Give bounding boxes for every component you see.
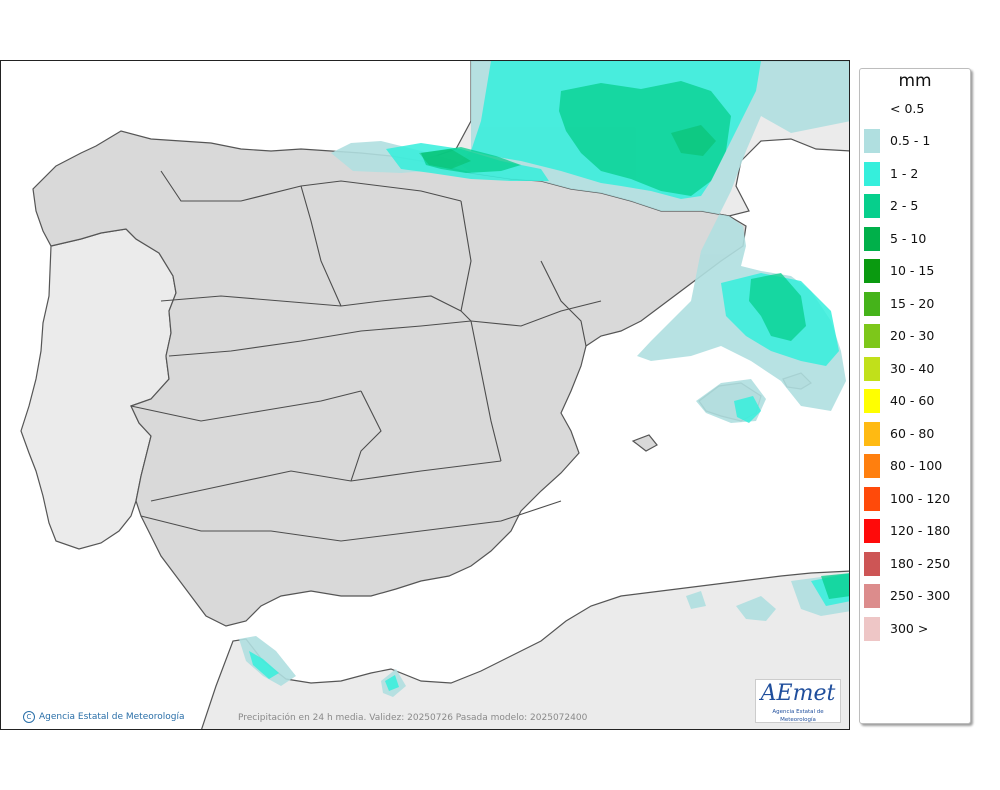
legend-item: 300 >: [864, 616, 968, 641]
legend-swatch: [864, 616, 880, 641]
legend-swatch: [864, 389, 880, 413]
legend-label: 15 - 20: [890, 295, 935, 311]
logo-name: AEmet: [760, 681, 836, 706]
legend-swatch: [864, 486, 880, 511]
legend-swatch: [864, 421, 880, 446]
legend-label: 5 - 10: [890, 230, 927, 246]
legend-label: 180 - 250: [890, 555, 951, 571]
legend-item: 2 - 5: [864, 194, 968, 218]
legend-item: 5 - 10: [864, 226, 968, 251]
legend-swatch: [864, 584, 880, 608]
legend-label: 40 - 60: [890, 393, 935, 408]
legend-swatch: [864, 551, 880, 576]
legend-item: 10 - 15: [864, 259, 968, 283]
legend-item: 15 - 20: [864, 291, 968, 316]
precipitation-map: C Agencia Estatal de Meteorología Precipi…: [0, 60, 850, 730]
legend-item: 120 - 180: [864, 519, 968, 543]
validity-footnote: Precipitación en 24 h media. Validez: 20…: [238, 713, 588, 723]
map-canvas: [20, 61, 849, 729]
legend-item: 30 - 40: [864, 356, 968, 381]
credit-text: Agencia Estatal de Meteorología: [39, 712, 185, 722]
legend-swatch: [864, 259, 880, 283]
legend-label: 2 - 5: [890, 198, 919, 213]
legend-item: 20 - 30: [864, 324, 968, 348]
legend-title: mm: [898, 71, 932, 91]
legend-label: 0.5 - 1: [890, 133, 931, 148]
legend-swatch: [864, 194, 880, 218]
ibiza-land: [631, 434, 658, 452]
legend-label: 250 - 300: [890, 588, 951, 603]
legend-swatch: [864, 226, 880, 251]
aemet-credit: C Agencia Estatal de Meteorología: [23, 711, 185, 723]
legend-item: 80 - 100: [864, 454, 968, 478]
legend-swatch: [864, 454, 880, 478]
precip-5-10: [419, 125, 716, 169]
legend-item: 40 - 60: [864, 389, 968, 413]
legend-item: 180 - 250: [864, 551, 968, 576]
legend-label: 100 - 120: [890, 490, 951, 506]
legend-label: 20 - 30: [890, 328, 935, 343]
legend-item: 60 - 80: [864, 421, 968, 446]
regional-borders: [130, 170, 602, 542]
legend-label: 60 - 80: [890, 425, 935, 441]
aemet-logo: AEmet Agencia Estatal de Meteorología: [755, 679, 841, 723]
legend-label: 1 - 2: [890, 165, 919, 181]
legend-swatch: [864, 161, 880, 186]
legend-item: 0.5 - 1: [864, 129, 968, 153]
legend-label: 30 - 40: [890, 360, 935, 376]
legend-label: 120 - 180: [890, 523, 951, 538]
copyright-icon: C: [23, 711, 35, 723]
legend-swatch: [864, 519, 880, 543]
legend-label: 80 - 100: [890, 458, 943, 473]
legend-swatch: [864, 291, 880, 316]
legend-label: 300 >: [890, 620, 929, 636]
africa-land: [201, 570, 849, 729]
legend-swatch: [864, 356, 880, 381]
legend-label: 10 - 15: [890, 263, 935, 278]
legend-item: 250 - 300: [864, 584, 968, 608]
legend-item: 100 - 120: [864, 486, 968, 511]
legend-swatch: [864, 324, 880, 348]
legend-item: 1 - 2: [864, 161, 968, 186]
precip-2-5: [421, 81, 849, 599]
precipitation-legend: mm < 0.5 0.5 - 1 1 - 2 2 - 5 5 - 10 10 - 15 1…: [859, 68, 971, 724]
logo-subtext: Agencia Estatal de Meteorología: [772, 709, 824, 723]
legend-first-label: < 0.5: [890, 101, 925, 116]
legend-swatch: [864, 129, 880, 153]
